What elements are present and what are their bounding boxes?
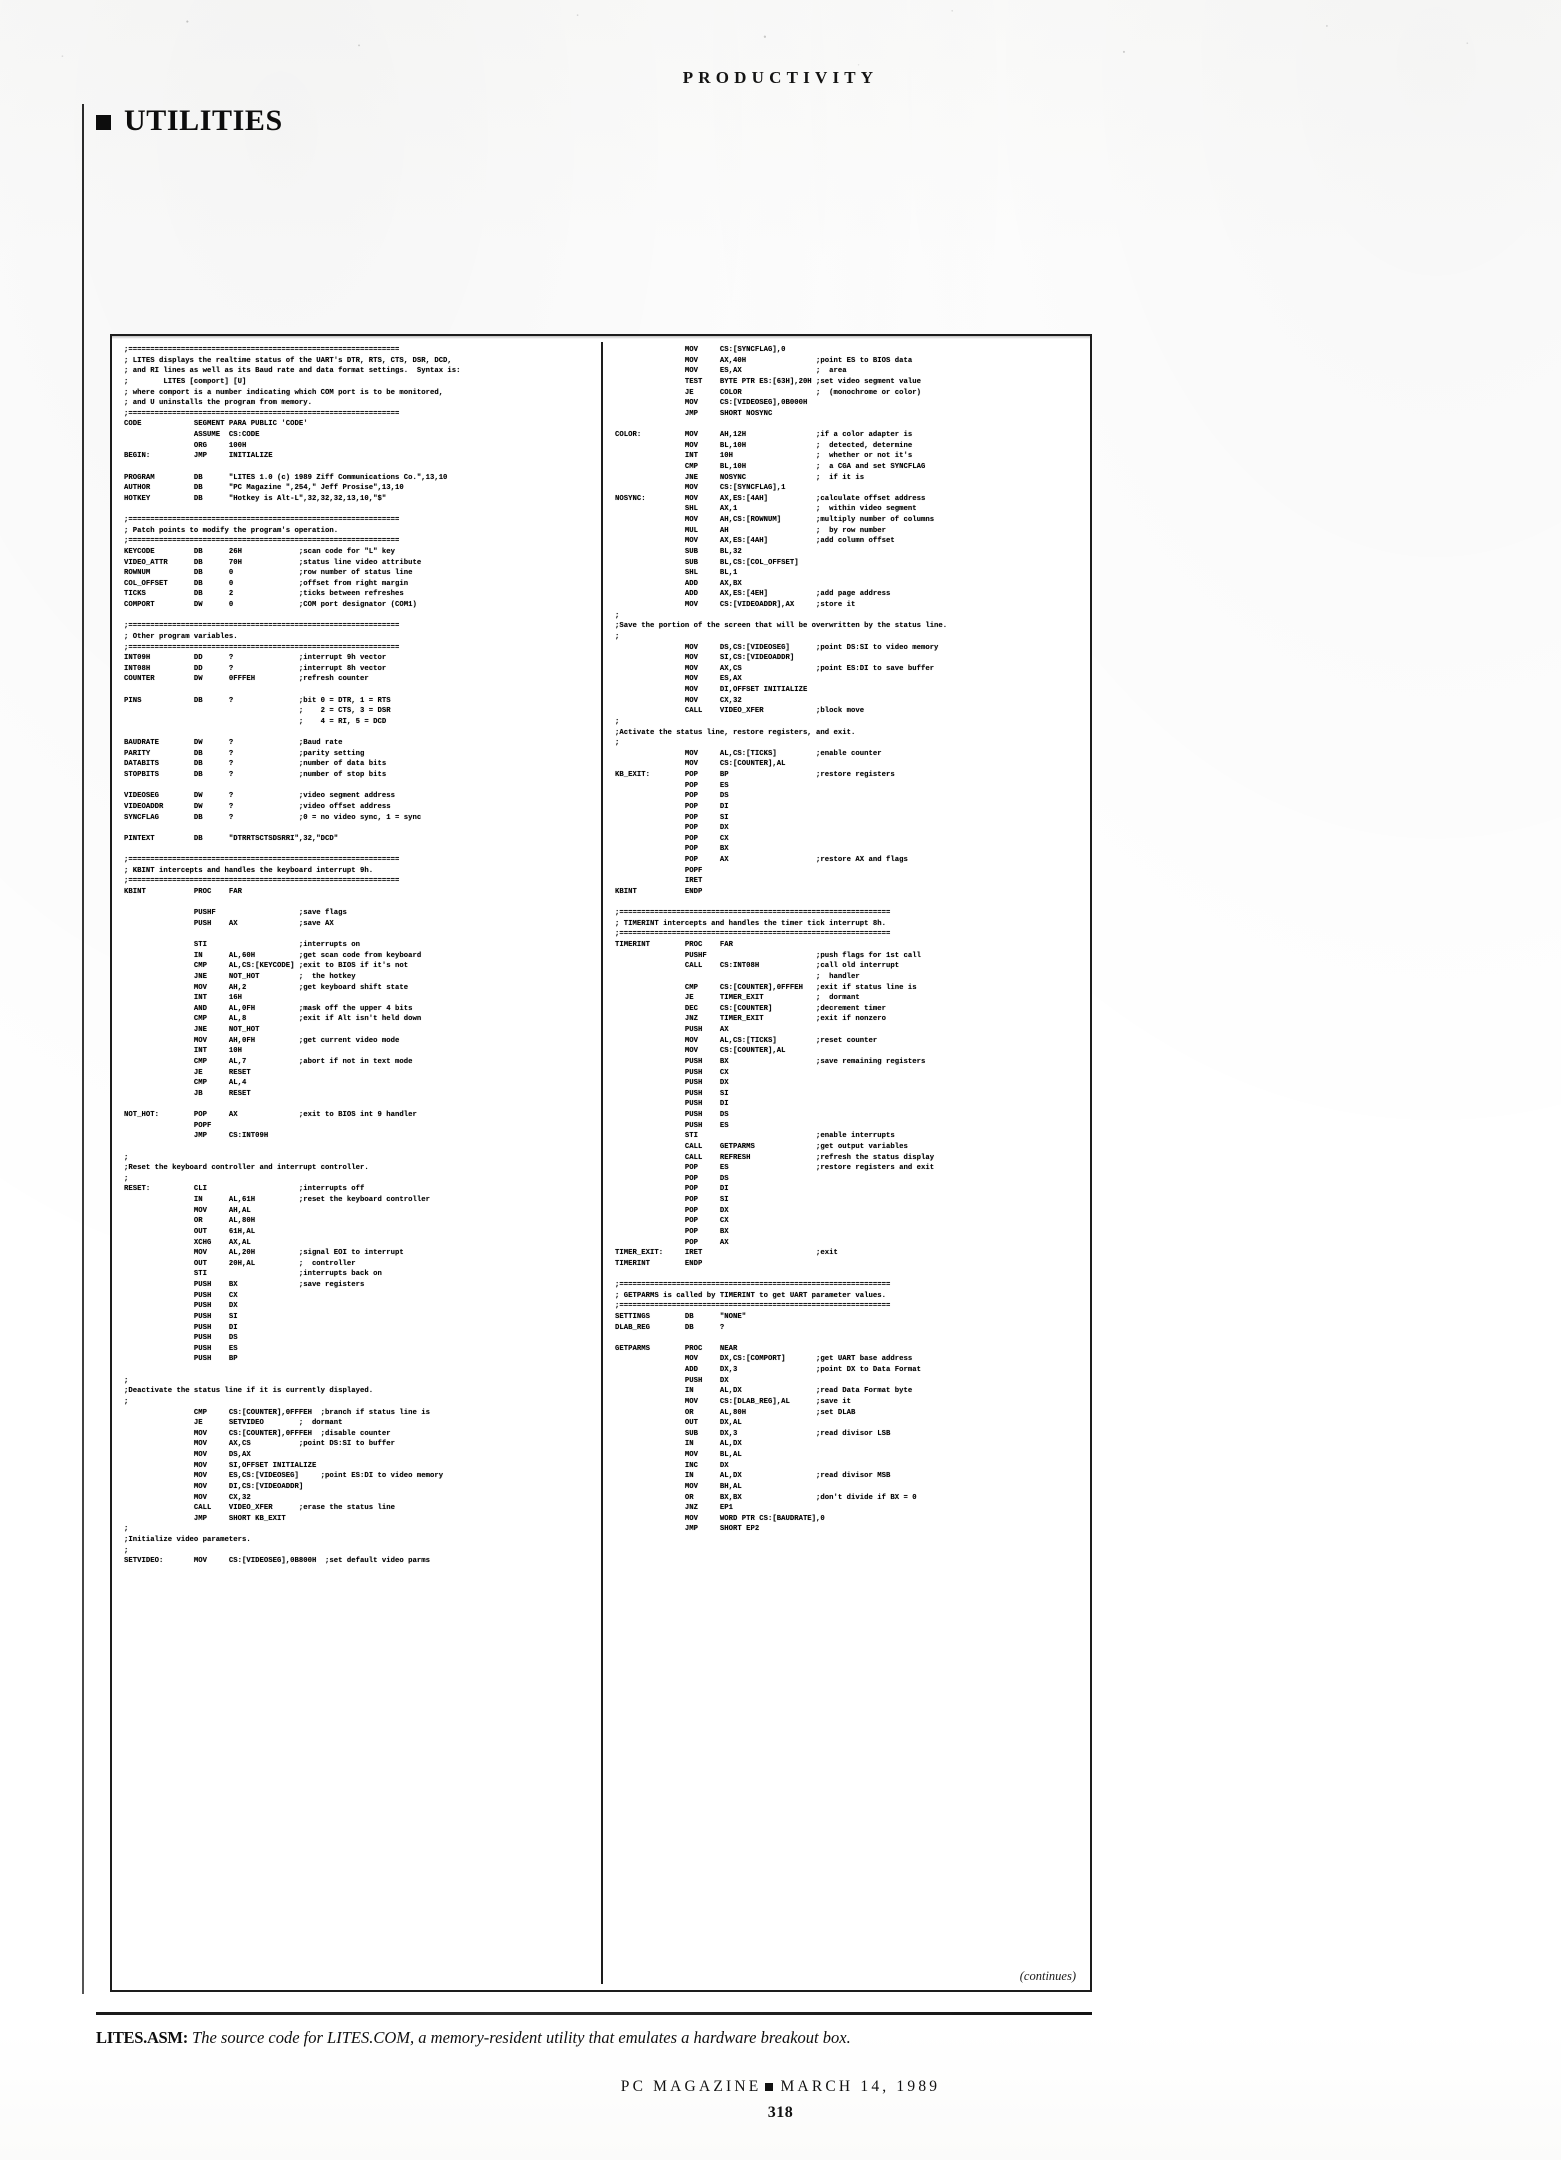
page-footer: PC MAGAZINE MARCH 14, 1989	[0, 2078, 1561, 2096]
code-column-right: MOV CS:[SYNCFLAG],0 MOV AX,40H ;point ES…	[609, 342, 1088, 1986]
source-code-right: MOV CS:[SYNCFLAG],0 MOV AX,40H ;point ES…	[615, 346, 948, 1534]
section-heading-label: UTILITIES	[124, 104, 283, 137]
column-divider	[601, 342, 603, 1984]
footer-issue-date: MARCH 14, 1989	[780, 2078, 941, 2095]
continues-marker: (continues)	[1019, 1969, 1076, 1983]
page-number: 318	[767, 2104, 794, 2121]
editorial-frame-rule	[82, 104, 84, 1994]
figure-caption: LITES.ASM: The source code for LITES.COM…	[96, 2028, 1106, 2048]
source-code-left: ;=======================================…	[124, 346, 461, 1566]
caption-description: The source code for LITES.COM, a memory-…	[187, 2028, 851, 2047]
footer-publication: PC MAGAZINE	[620, 2078, 762, 2095]
running-head: PRODUCTIVITY	[682, 68, 879, 87]
filled-square-icon	[96, 115, 111, 130]
code-column-left: ;=======================================…	[118, 342, 597, 1986]
caption-title: LITES.ASM:	[96, 2028, 188, 2047]
filled-square-icon	[765, 2082, 774, 2091]
section-heading: UTILITIES	[96, 104, 283, 138]
caption-divider-rule	[96, 2012, 1092, 2015]
code-listing-box: ;=======================================…	[110, 334, 1092, 1992]
